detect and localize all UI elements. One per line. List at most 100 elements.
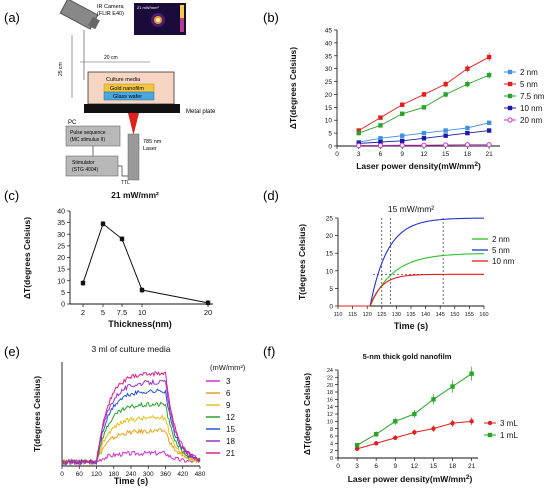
chart-b-y-tick-label: 30: [325, 66, 333, 73]
chart-b-y-tick-label: 5: [328, 131, 332, 138]
chart-b-y-tick-label: 10: [325, 118, 333, 125]
gold-nanofilm-label: Gold nanofilm: [110, 86, 144, 92]
height-dimension-label: 25 cm: [58, 62, 64, 76]
stimulator-label-1: Stimulator: [72, 160, 95, 166]
chart-b-legend-marker: [507, 105, 513, 111]
chart-b-legend-label: 2 nm: [520, 68, 538, 77]
thermal-image-text: 21 mW/mm²: [137, 5, 159, 10]
chart-b-point: [465, 130, 470, 136]
chart-b-point: [465, 81, 470, 87]
chart-e-legend-label: 9: [226, 401, 231, 410]
chart-e-legend-label: 18: [226, 437, 235, 446]
chart-d: 0 5 10 15 20 25 110 115 120 125 130 135 140 145 150 155…: [297, 204, 515, 331]
width-dimension-label: 20 cm: [104, 55, 118, 61]
ttl-wire: [118, 165, 128, 177]
chart-f-y-tick-label: 10: [327, 420, 333, 426]
chart-c-series-line: [82, 222, 209, 304]
chart-c-point: [205, 300, 211, 306]
chart-e-series-line-3: [61, 401, 201, 465]
chart-e-legend-label: 15: [226, 425, 235, 434]
pulse-sequence-label-1: Pulse sequence: [70, 130, 106, 136]
chart-b-point: [356, 142, 362, 149]
chart-c-y-tick-label: 25: [57, 243, 65, 250]
chart-f-x-label-main: Laser power density(mW/mm: [348, 474, 467, 484]
chart-c-x-tick-label: 5: [101, 308, 105, 317]
chart-f-y-tick-label: 22: [327, 376, 333, 382]
chart-d-y-tick-label: 0: [329, 304, 333, 311]
chart-b-point: [421, 130, 427, 136]
chart-b-point: [400, 111, 405, 116]
pulse-sequence-label-2: (MC stimulus II): [70, 137, 105, 143]
chart-b-point: [443, 92, 448, 97]
chart-d-x-tick-label: 155: [465, 312, 474, 318]
chart-b-point: [465, 125, 470, 131]
chart-c-point: [100, 221, 106, 226]
chart-c-y-tick-label: 10: [57, 278, 65, 285]
chart-d-x-tick-label: 140: [421, 312, 430, 318]
chart-b-x-label-sup: 2: [474, 161, 478, 168]
chart-f-title: 5-nm thick gold nanofilm: [363, 352, 452, 361]
laser-label-2: Laser: [143, 146, 157, 152]
chart-f-legend-label: 3 mL: [500, 419, 518, 428]
setup-schematic: IR Camera (FLIR E40) 21 mW/mm² 25 cm 20 …: [58, 0, 216, 186]
chart-b-point: [486, 128, 492, 133]
chart-b-point: [377, 142, 384, 149]
metal-plate-label: Metal plate: [186, 109, 216, 115]
chart-c-y-tick-label: 15: [57, 267, 65, 274]
pc-box: [65, 125, 121, 147]
chart-b-point: [443, 133, 448, 138]
glass-wafer-layer: [103, 91, 155, 101]
chart-f-y-label: ΔT(degrees Celsius): [302, 373, 312, 455]
chart-e-legend-label: 12: [226, 413, 235, 422]
chart-b-point: [421, 142, 427, 148]
chart-f-point: [450, 384, 455, 389]
chart-b-legend-label: 7.5 nm: [520, 92, 545, 101]
chart-f-y-tick-label: 16: [327, 398, 333, 404]
chart-b-point: [400, 133, 405, 138]
chart-b-point: [486, 72, 492, 78]
chart-b-x-tick-label: 0: [335, 151, 339, 158]
chart-b-y-tick-label: 45: [325, 28, 333, 35]
chart-f-legend-marker: [487, 432, 493, 438]
chart-b-point: [486, 142, 492, 148]
chart-f-y-tick-label: 12: [327, 412, 333, 418]
chart-b-point: [443, 142, 449, 148]
chart-b-x-tick-label: 15: [442, 151, 450, 158]
chart-d-series-line-0: [338, 253, 485, 307]
chart-c-y-label: ΔT(degrees Celsius): [22, 217, 32, 299]
chart-e-x-tick-label: 420: [177, 471, 188, 478]
chart-d-x-tick-label: 120: [363, 312, 372, 318]
chart-b-point: [486, 120, 492, 125]
chart-c-x-label: Thickness(nm): [108, 319, 172, 329]
chart-b-point: [421, 136, 427, 141]
chart-f-legend-marker: [487, 420, 493, 426]
chart-d-x-tick-label: 145: [436, 312, 445, 318]
chart-f-x-tick-label: 6: [374, 463, 378, 470]
chart-b-point: [378, 115, 383, 120]
chart-c-y-tick-label: 30: [57, 232, 65, 239]
chart-b-legend-marker: [507, 117, 513, 123]
chart-b-point: [400, 102, 405, 107]
chart-b-point: [400, 138, 405, 144]
panel-label-f: (f): [263, 344, 275, 359]
chart-b-point: [464, 142, 470, 148]
chart-c-y-tick-label: 20: [57, 255, 65, 262]
chart-d-series-line-2: [338, 273, 485, 307]
chart-e-legend-title: (mW/mm²): [210, 363, 246, 372]
chart-b-point: [421, 105, 427, 110]
laser-body: [127, 133, 140, 181]
chart-c-x-tick-label: 20: [204, 308, 212, 317]
chart-b-point: [356, 130, 361, 136]
chart-f-point: [354, 446, 360, 452]
chart-d-x-tick-label: 150: [450, 312, 459, 318]
chart-f-point: [431, 397, 436, 402]
chart-f-x-label-sup: 2: [466, 474, 470, 481]
chart-c-point: [80, 280, 86, 286]
panel-label-d: (d): [263, 188, 279, 203]
chart-f-point: [469, 419, 474, 424]
chart-b-point: [443, 81, 448, 87]
chart-e-x-tick-label: 0: [60, 471, 64, 478]
chart-b-point: [378, 139, 383, 145]
